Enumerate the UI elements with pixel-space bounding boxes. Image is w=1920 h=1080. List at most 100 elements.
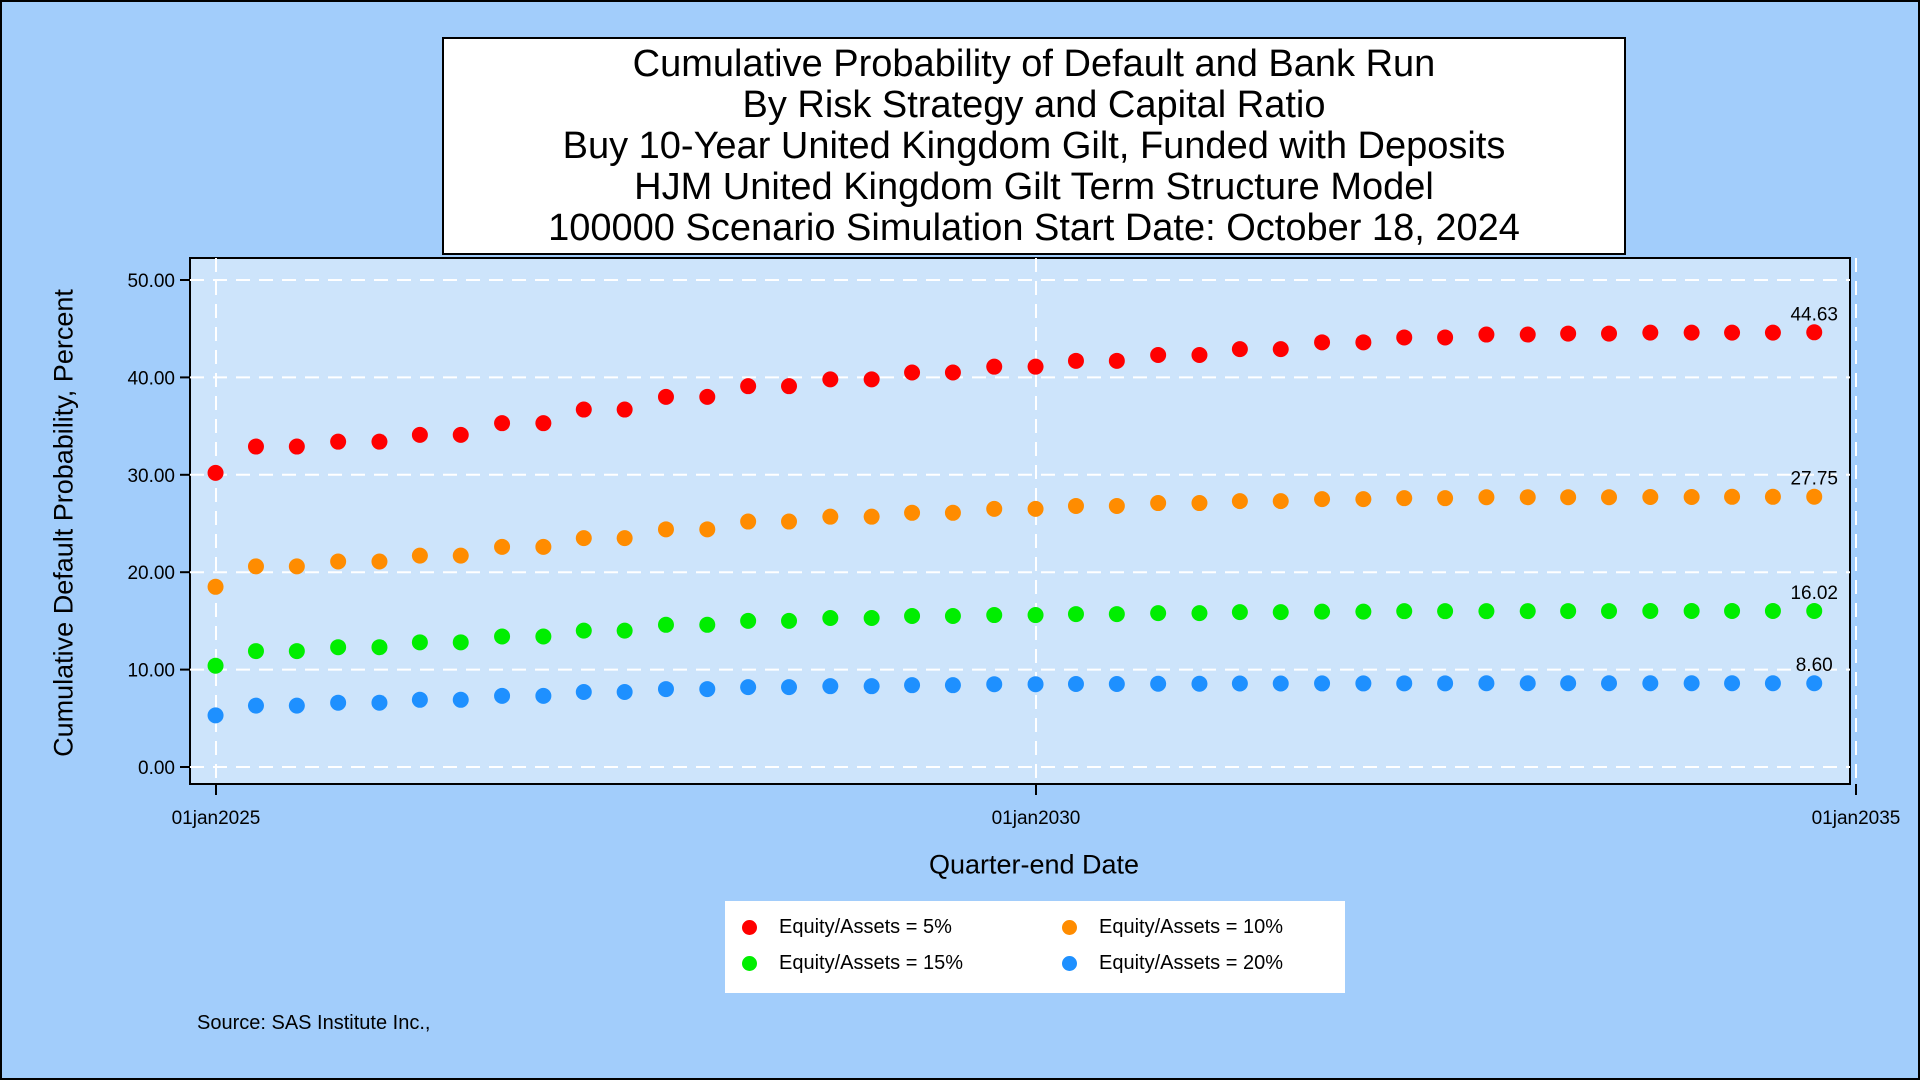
data-point [452, 426, 469, 443]
data-point [1642, 489, 1659, 506]
data-point [1764, 602, 1781, 619]
data-point [944, 364, 961, 381]
data-point [657, 616, 674, 633]
data-point [1355, 491, 1372, 508]
data-point [616, 622, 633, 639]
x-axis-label: Quarter-end Date [928, 849, 1140, 880]
data-point [1108, 497, 1125, 514]
end-value-label: 8.60 [1796, 655, 1833, 676]
data-point [1764, 324, 1781, 341]
data-point [1150, 675, 1167, 692]
data-point [494, 538, 511, 555]
data-point [822, 609, 839, 626]
data-point [247, 697, 264, 714]
data-point [1272, 341, 1289, 358]
data-point [699, 681, 716, 698]
data-point [247, 643, 264, 660]
data-point [904, 364, 921, 381]
data-point [1478, 326, 1495, 343]
data-point [288, 438, 305, 455]
data-point [740, 513, 757, 530]
data-point [1027, 500, 1044, 517]
data-point [1642, 602, 1659, 619]
legend-label-5pct: Equity/Assets = 5% [779, 916, 952, 938]
data-point [1478, 603, 1495, 620]
data-point [986, 676, 1003, 693]
title-box: Cumulative Probability of Default and Ba… [442, 37, 1626, 255]
data-point [1027, 607, 1044, 624]
x-tick-label: 01jan2030 [992, 808, 1081, 829]
data-point [1764, 488, 1781, 505]
data-point [1191, 346, 1208, 363]
data-point [822, 678, 839, 695]
data-point [1437, 675, 1454, 692]
data-point [781, 378, 798, 395]
chart-subtitle-4: 100000 Scenario Simulation Start Date: O… [548, 206, 1520, 249]
data-point [657, 521, 674, 538]
data-point [575, 530, 592, 547]
data-point [1191, 495, 1208, 512]
data-point [904, 504, 921, 521]
data-point [1519, 675, 1536, 692]
data-point [1724, 488, 1741, 505]
data-point [986, 358, 1003, 375]
data-point [1683, 602, 1700, 619]
data-point [1108, 606, 1125, 623]
data-point [452, 634, 469, 651]
data-point [1067, 497, 1084, 514]
data-point [1683, 489, 1700, 506]
data-point [657, 388, 674, 405]
data-point [1724, 675, 1741, 692]
data-point [207, 707, 224, 724]
data-point [699, 616, 716, 633]
chart-title: Cumulative Probability of Default and Ba… [632, 42, 1436, 85]
data-point [1519, 326, 1536, 343]
data-point [1601, 603, 1618, 620]
x-tick-label: 01jan2025 [172, 808, 261, 829]
data-point [535, 538, 552, 555]
y-tick-label: 20.00 [127, 563, 175, 584]
data-point [1560, 489, 1577, 506]
data-point [575, 684, 592, 701]
legend-item-5pct: Equity/Assets = 5% [742, 916, 952, 939]
data-point [371, 639, 388, 656]
legend-label-10pct: Equity/Assets = 10% [1099, 916, 1283, 938]
data-point [1601, 325, 1618, 342]
data-point [740, 612, 757, 629]
data-point [1396, 675, 1413, 692]
data-point [863, 678, 880, 695]
legend-marker-10pct [1062, 920, 1077, 935]
data-point [1314, 603, 1331, 620]
plot-area [189, 257, 1851, 785]
axis-layer: 0.00 10.00 20.00 30.00 40.00 50.00 01jan2025 01… [127, 271, 1900, 829]
data-point [247, 438, 264, 455]
end-labels-layer: 44.63 27.75 16.02 8.60 [1790, 304, 1838, 676]
data-point [1314, 675, 1331, 692]
data-point [1355, 675, 1372, 692]
data-point [863, 609, 880, 626]
legend-label-15pct: Equity/Assets = 15% [779, 952, 963, 974]
data-point [247, 558, 264, 575]
y-axis-label: Cumulative Default Probability, Percent [48, 289, 79, 757]
data-point [1231, 675, 1248, 692]
data-point [1806, 602, 1823, 619]
data-point [1764, 675, 1781, 692]
y-tick-label: 40.00 [127, 368, 175, 389]
data-point [411, 691, 428, 708]
data-point [1519, 489, 1536, 506]
data-point [494, 687, 511, 704]
data-point [699, 388, 716, 405]
data-point [452, 691, 469, 708]
data-point [371, 694, 388, 711]
y-tick-label: 30.00 [127, 466, 175, 487]
data-point [1437, 329, 1454, 346]
data-point [1519, 603, 1536, 620]
data-point [1724, 602, 1741, 619]
data-point [699, 521, 716, 538]
data-point [944, 677, 961, 694]
data-point [944, 504, 961, 521]
end-value-label: 16.02 [1790, 583, 1838, 604]
data-point [1272, 493, 1289, 510]
data-point [986, 607, 1003, 624]
data-point [781, 679, 798, 696]
